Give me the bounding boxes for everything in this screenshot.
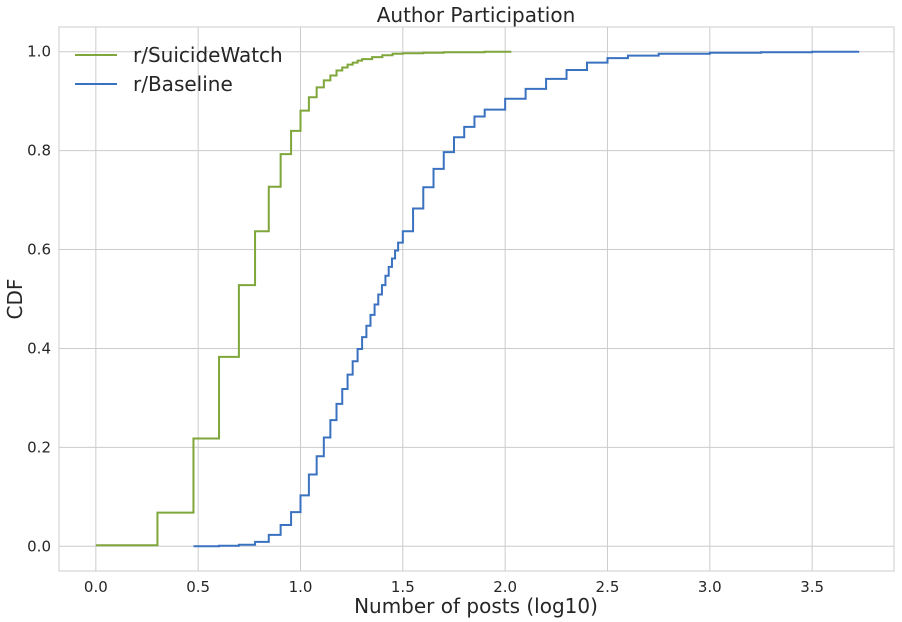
- y-tick-label: 0.0: [27, 537, 51, 555]
- series-layer: [95, 50, 860, 548]
- y-tick-label: 0.6: [27, 241, 51, 259]
- y-tick-label: 0.4: [27, 339, 51, 357]
- legend-label-r-baseline: r/Baseline: [133, 72, 233, 96]
- x-tick-label: 0.0: [84, 578, 108, 596]
- x-tick-label: 0.5: [186, 578, 210, 596]
- legend-label-r-suicidewatch: r/SuicideWatch: [133, 43, 283, 67]
- x-tick-label: 3.5: [800, 578, 824, 596]
- y-tick-label: 0.2: [27, 438, 51, 456]
- legend: r/SuicideWatch r/Baseline: [75, 43, 283, 96]
- x-tick-label: 2.0: [493, 578, 517, 596]
- x-axis-title: Number of posts (log10): [354, 594, 598, 618]
- chart-title: Author Participation: [377, 3, 576, 27]
- grid-layer: [59, 27, 894, 571]
- series-line-r-baseline: [193, 50, 860, 548]
- x-tick-label: 1.5: [391, 578, 415, 596]
- x-tick-label: 1.0: [289, 578, 313, 596]
- tick-label-layer: 0.0 0.5 1.0 1.5 2.0 2.5 3.0 3.5 0.0 0.2 0.4 0.6 0.8 1…: [27, 43, 824, 596]
- plot-frame: [58, 26, 895, 572]
- y-tick-label: 1.0: [27, 43, 51, 61]
- x-tick-label: 2.5: [596, 578, 620, 596]
- y-axis-title: CDF: [3, 279, 27, 320]
- x-tick-label: 3.0: [698, 578, 722, 596]
- y-tick-label: 0.8: [27, 142, 51, 160]
- series-line-r-suicidewatch: [95, 50, 512, 547]
